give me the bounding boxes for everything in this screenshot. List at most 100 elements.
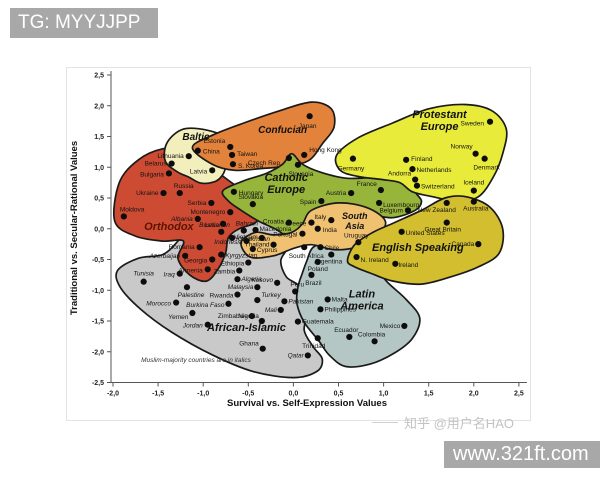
country-label: Latvia — [190, 168, 208, 175]
x-tick-label: -1,5 — [152, 391, 164, 398]
country-dot-bosnia — [219, 220, 227, 227]
country-dot-mali — [277, 306, 284, 314]
country-label: Uruguay — [344, 232, 369, 239]
country-dot-burkina-faso — [225, 300, 232, 307]
country-dot-portugal — [299, 230, 306, 237]
country-dot-austria — [348, 189, 355, 197]
top-banner: TG: MYYJJPP — [10, 8, 158, 38]
y-tick-label: 2,5 — [94, 73, 104, 80]
country-dot-brazil — [308, 271, 315, 278]
country-label: Malaysia — [228, 284, 254, 291]
country-dot-chile — [317, 244, 324, 251]
country-dot-canada — [475, 241, 482, 248]
country-label: Bahrain — [236, 221, 259, 228]
country-dot-hong-kong — [301, 151, 308, 159]
country-label: Switzerland — [421, 184, 455, 191]
country-label: Iraq — [164, 272, 176, 279]
country-dot-norway — [472, 150, 479, 157]
y-tick-label: 0,0 — [94, 226, 104, 233]
x-tick-label: 1,5 — [424, 391, 434, 398]
region-confucian — [191, 101, 336, 172]
country-label: India — [323, 227, 337, 234]
country-label: Ghana — [239, 341, 259, 348]
top-banner-text: TG: MYYJJPP — [18, 12, 141, 33]
country-dot-switzerland — [413, 182, 421, 189]
country-dot-latvia — [209, 167, 216, 174]
country-label: Mexico — [380, 323, 401, 330]
country-label: Albania — [170, 216, 193, 223]
country-dot-albania — [194, 215, 201, 223]
country-label: Cyprus — [257, 247, 278, 254]
country-label: Andorra — [388, 171, 412, 178]
y-tick-label: -2,5 — [92, 380, 104, 387]
country-label: Vietnam — [234, 234, 258, 241]
country-dot-australia — [470, 198, 477, 205]
country-dot-andorra — [412, 176, 419, 183]
country-label: Austria — [326, 190, 347, 197]
country-label: Serbia — [188, 200, 207, 207]
country-label: Ethiopia — [221, 261, 245, 268]
region-title: Orthodox — [144, 221, 194, 233]
country-dot-argentina — [328, 251, 335, 258]
country-dot-zambia — [236, 267, 243, 274]
region-south-asia — [240, 202, 387, 259]
x-tick-label: 0,5 — [334, 391, 344, 398]
country-label: Ireland — [398, 262, 418, 269]
country-label: Canada — [452, 241, 475, 248]
country-dot-indonesia — [243, 237, 250, 245]
country-dot-finland — [403, 156, 410, 163]
country-label: Kyrgyzstan — [225, 253, 258, 260]
region-english-speaking — [346, 195, 505, 286]
region-title: African-Islamic — [206, 322, 286, 334]
country-dot-russia — [176, 189, 183, 197]
country-dot-moldova — [120, 213, 127, 220]
country-label: Portugal — [273, 232, 298, 239]
country-dot-france — [377, 186, 384, 194]
country-dot-kazakhstan — [228, 234, 236, 242]
country-label: Croatia — [263, 219, 284, 226]
country-label: N. Ireland — [361, 257, 390, 264]
country-dot-macedonia — [252, 226, 259, 234]
country-dot-denmark — [481, 155, 488, 162]
country-dot-belarus — [168, 160, 175, 167]
country-dot-ecuador — [346, 333, 353, 341]
x-tick-label: -2,0 — [107, 391, 119, 398]
country-dot-yemen — [189, 309, 196, 317]
country-dot-rwanda — [234, 291, 241, 298]
country-label: Lithuania — [157, 153, 184, 160]
y-tick-label: 1,5 — [94, 134, 104, 141]
country-dot-india — [314, 225, 321, 232]
country-dot-great-britain — [443, 219, 450, 226]
country-label: Tunisia — [133, 271, 154, 278]
country-label: Mali — [265, 307, 277, 314]
country-label: Netherlands — [416, 167, 452, 174]
country-dot-morocco — [173, 299, 180, 306]
bottom-banner-text: www.321ft.com — [453, 443, 589, 465]
country-dot-azerbaijan — [182, 252, 189, 259]
country-dot-japan — [306, 113, 313, 120]
country-dot-taiwan — [228, 151, 236, 159]
country-dot-poland — [314, 258, 321, 266]
country-dot-georgia — [209, 256, 216, 263]
country-label: Italy — [314, 214, 327, 221]
country-label: Slovenia — [288, 171, 313, 178]
country-label: Thailand — [245, 242, 270, 249]
region-title: Protestant — [412, 109, 468, 121]
bottom-banner: www.321ft.com — [444, 441, 600, 468]
country-label: Slovakia — [239, 194, 264, 201]
country-dot-south-africa — [301, 244, 308, 251]
country-dot-italy — [328, 217, 335, 224]
country-label: Kosovo — [251, 277, 273, 284]
country-dot-tunisia — [140, 278, 147, 285]
country-dot-lithuania — [185, 153, 192, 160]
country-dot-romania — [196, 244, 203, 251]
country-dot-ghana — [259, 345, 266, 352]
country-dot-ireland — [392, 260, 399, 267]
country-label: Ukraine — [136, 190, 159, 197]
country-label: Colombia — [358, 331, 386, 338]
country-label: Brazil — [305, 280, 322, 287]
country-dot-trinidad — [314, 335, 321, 342]
country-label: Taiwan — [237, 151, 258, 158]
country-dot-mexico — [401, 322, 408, 330]
country-dot-ethiopia — [245, 259, 252, 266]
